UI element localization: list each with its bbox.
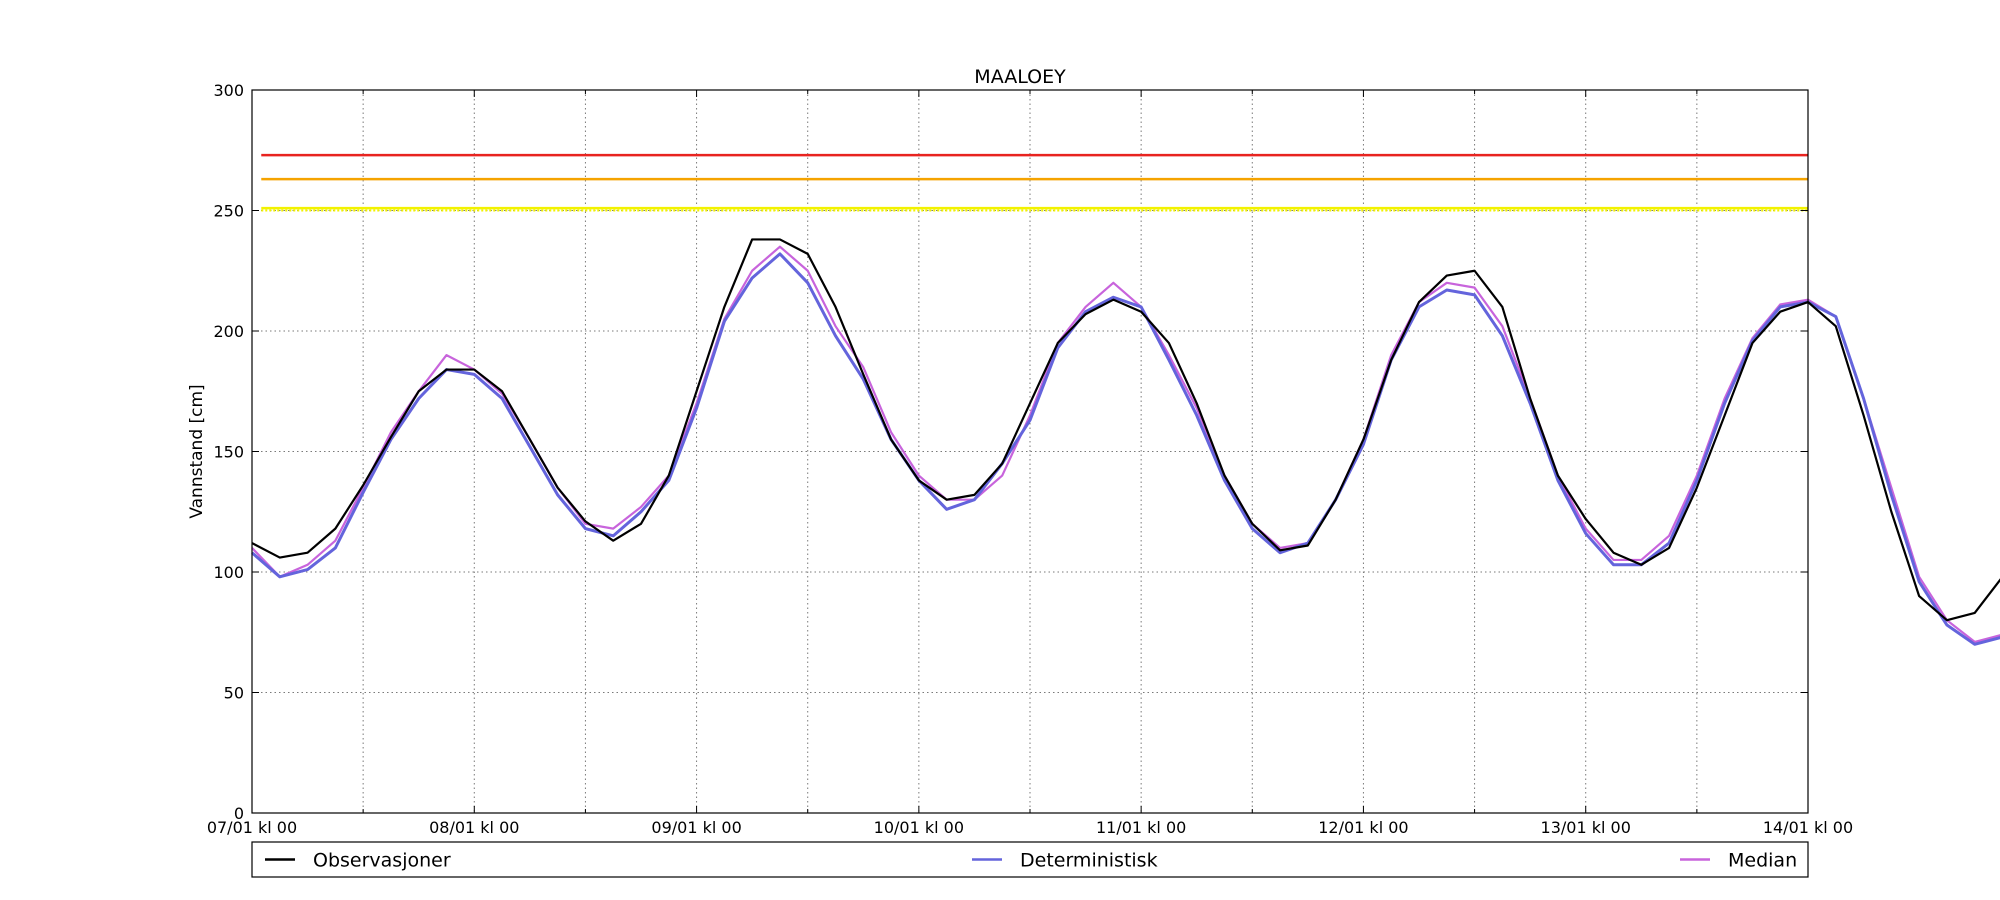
x-tick-label: 08/01 kl 00 [429,818,519,837]
series-line [251,245,2000,643]
legend-box [251,841,1809,878]
legend: Observasjoner Deterministisk Median [251,841,1809,878]
y-tick-label: 0 [234,804,244,823]
series-lines [251,238,2000,646]
legend-label: Observasjoner [313,850,451,872]
legend-label: Median [1728,850,1797,872]
grid-lines [252,90,1808,813]
axis-ticks: 0 50 100 150 200 250 300 07/01 kl 00 08/01 kl 00… [207,81,1853,837]
y-tick-label: 250 [213,202,244,221]
x-tick-label: 07/01 kl 00 [207,818,297,837]
threshold-lines [261,153,1808,212]
x-tick-label: 13/01 kl 00 [1541,818,1631,837]
y-tick-label: 200 [213,322,244,341]
y-tick-label: 100 [213,563,244,582]
y-tick-label: 150 [213,443,244,462]
x-tick-label: 10/01 kl 00 [874,818,964,837]
y-tick-label: 300 [213,81,244,100]
y-axis-label: Vannstand [cm] [187,384,207,518]
series-line [251,252,2000,646]
series-line [251,238,2000,622]
series-median [251,245,2000,643]
x-tick-label: 11/01 kl 00 [1096,818,1186,837]
series-observasjoner [251,238,2000,622]
legend-label: Deterministisk [1020,850,1158,872]
chart-title: MAALOEY [974,66,1066,88]
series-deterministisk [251,252,2000,646]
x-tick-label: 09/01 kl 00 [651,818,741,837]
x-tick-label: 14/01 kl 00 [1763,818,1853,837]
x-tick-label: 12/01 kl 00 [1318,818,1408,837]
y-tick-label: 50 [224,684,244,703]
